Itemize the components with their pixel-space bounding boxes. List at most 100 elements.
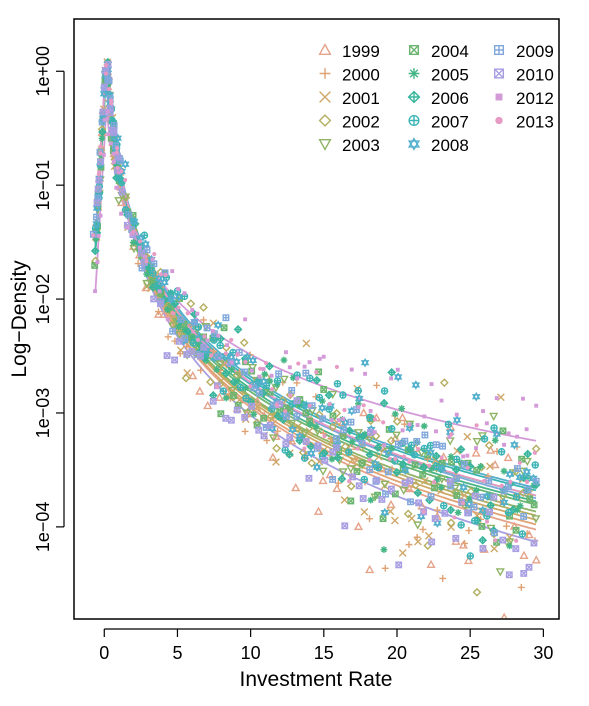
data-point — [213, 322, 223, 330]
data-point — [286, 434, 294, 441]
data-point — [274, 402, 279, 407]
data-point — [515, 472, 525, 480]
data-point — [347, 418, 355, 426]
data-point — [328, 422, 338, 432]
data-point — [118, 188, 126, 196]
data-point — [406, 477, 414, 485]
data-point — [460, 501, 466, 506]
data-point — [272, 443, 281, 453]
data-point — [382, 491, 389, 497]
data-point — [372, 417, 377, 422]
data-point — [349, 367, 354, 372]
data-point — [93, 199, 101, 206]
data-point — [366, 466, 374, 474]
data-point — [266, 412, 276, 421]
data-point — [358, 459, 366, 467]
data-point — [248, 357, 258, 366]
data-point — [213, 320, 223, 330]
data-point — [129, 231, 134, 236]
data-point — [237, 384, 244, 391]
data-point — [421, 445, 428, 452]
data-point — [177, 316, 185, 323]
data-point — [112, 161, 120, 169]
data-point — [99, 108, 107, 116]
data-point — [272, 443, 281, 453]
data-point — [105, 76, 111, 83]
y-tick-label: 1e−03 — [33, 388, 53, 439]
data-point — [361, 476, 368, 483]
data-point — [367, 429, 374, 436]
data-point — [106, 132, 111, 137]
data-point — [334, 380, 341, 387]
data-point — [260, 414, 268, 422]
data-point — [532, 477, 540, 485]
data-point — [486, 508, 493, 516]
data-point — [491, 436, 499, 444]
data-point — [506, 542, 513, 550]
data-point — [446, 505, 456, 515]
data-point — [316, 394, 323, 401]
data-point — [463, 555, 474, 565]
data-point — [149, 269, 157, 277]
data-point — [428, 465, 436, 472]
data-point — [484, 421, 489, 426]
data-point — [155, 308, 162, 316]
data-point — [283, 413, 290, 420]
data-point — [486, 478, 492, 484]
data-point — [408, 442, 415, 449]
data-point — [505, 571, 513, 579]
data-point — [490, 544, 499, 553]
data-point — [398, 549, 407, 557]
data-point — [368, 409, 373, 413]
data-point — [489, 412, 499, 422]
data-point — [176, 305, 181, 310]
data-point — [393, 468, 401, 476]
data-point — [143, 270, 151, 278]
data-point — [93, 199, 101, 207]
data-points — [89, 57, 541, 618]
data-point — [372, 430, 377, 435]
data-point — [321, 456, 329, 464]
data-point — [514, 538, 519, 543]
series-2002 — [91, 70, 541, 597]
data-point — [99, 89, 109, 97]
legend-label: 2001 — [342, 89, 380, 108]
data-point — [169, 327, 177, 335]
series-2003 — [92, 73, 541, 577]
legend-item-2013: 2013 — [495, 113, 554, 132]
data-point — [473, 486, 480, 494]
data-point — [505, 483, 512, 490]
data-point — [274, 377, 281, 384]
data-point — [200, 316, 207, 324]
data-point — [265, 361, 274, 371]
legend-item-2005: 2005 — [408, 66, 469, 85]
data-point — [279, 375, 289, 385]
data-point — [295, 431, 304, 442]
data-point — [372, 430, 377, 435]
data-point — [439, 501, 448, 510]
data-point — [373, 382, 381, 389]
data-point — [499, 427, 507, 435]
data-point — [499, 483, 504, 488]
data-point — [481, 409, 485, 414]
data-point — [259, 376, 268, 385]
data-point — [503, 452, 513, 462]
data-point — [163, 272, 168, 278]
data-point — [332, 483, 342, 493]
data-point — [189, 339, 198, 347]
data-point — [283, 409, 288, 414]
data-point — [118, 178, 126, 187]
data-point — [115, 146, 120, 151]
data-point — [236, 383, 245, 392]
data-point — [517, 584, 525, 591]
data-point — [202, 334, 207, 339]
data-point — [457, 445, 465, 453]
data-point — [422, 414, 427, 419]
data-point — [382, 443, 387, 448]
data-point — [490, 459, 500, 469]
data-point — [322, 433, 327, 439]
data-point — [359, 432, 367, 440]
data-point — [239, 338, 249, 348]
data-point — [405, 541, 413, 549]
data-point — [381, 387, 388, 395]
